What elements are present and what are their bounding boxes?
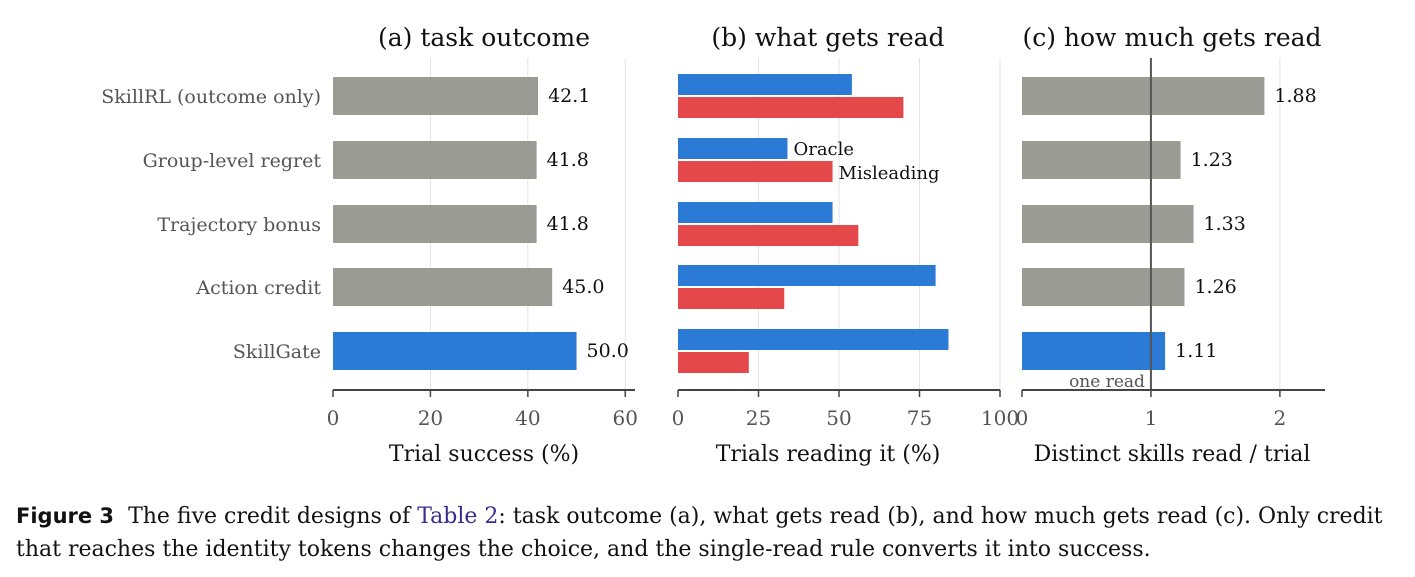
panel-0-value-label-2: 41.8 bbox=[547, 213, 589, 235]
panel-0-value-label-3: 45.0 bbox=[562, 276, 604, 298]
panel-1-tick-label-4: 100 bbox=[981, 406, 1019, 430]
legend-label-misleading: Misleading bbox=[839, 163, 940, 184]
panel-1-title: (b) what gets read bbox=[711, 23, 944, 52]
category-label-4: SkillGate bbox=[233, 341, 321, 363]
panel-0-bar-4 bbox=[333, 332, 577, 370]
panel-1-bar-oracle-3 bbox=[678, 265, 936, 286]
panel-0-x-axis-label: Trial success (%) bbox=[389, 442, 579, 467]
panel-0-tick-label-1: 20 bbox=[418, 406, 443, 430]
panel-0-tick-label-3: 60 bbox=[613, 406, 638, 430]
panel-2-bar-2 bbox=[1022, 205, 1194, 243]
panel-2-tick-label-0: 0 bbox=[1016, 406, 1029, 430]
panel-2-bar-1 bbox=[1022, 141, 1181, 179]
panel-0-value-label-1: 41.8 bbox=[547, 149, 589, 171]
panel-1-bar-misleading-3 bbox=[678, 288, 785, 309]
panel-1-bar-misleading-2 bbox=[678, 225, 859, 246]
panel-1-tick-label-0: 0 bbox=[672, 406, 685, 430]
panel-1-bar-misleading-1 bbox=[678, 161, 833, 182]
panel-0-tick-label-2: 40 bbox=[515, 406, 540, 430]
category-label-0: SkillRL (outcome only) bbox=[101, 86, 321, 108]
panel-0-bar-0 bbox=[333, 77, 539, 115]
panel-1-bar-oracle-0 bbox=[678, 74, 852, 95]
panel-1-bar-oracle-1 bbox=[678, 138, 788, 159]
panel-0-value-label-0: 42.1 bbox=[548, 85, 590, 107]
panel-1-tick-label-3: 75 bbox=[907, 406, 932, 430]
panel-2-title: (c) how much gets read bbox=[1022, 23, 1321, 52]
panel-2-bar-0 bbox=[1022, 77, 1265, 115]
category-label-1: Group-level regret bbox=[143, 150, 322, 172]
caption-text-before: The five credit designs of bbox=[128, 504, 418, 529]
panel-1-bar-misleading-0 bbox=[678, 97, 904, 118]
panel-2-bar-3 bbox=[1022, 268, 1185, 306]
legend-label-oracle: Oracle bbox=[793, 139, 854, 160]
caption-text-after: : task outcome (a), what gets read (b), … bbox=[16, 504, 1383, 562]
panel-1-x-axis-label: Trials reading it (%) bbox=[716, 442, 941, 467]
panel-2-tick-label-1: 1 bbox=[1145, 406, 1158, 430]
panel-0-bar-3 bbox=[333, 268, 553, 306]
panel-2-value-label-1: 1.23 bbox=[1191, 149, 1233, 171]
reference-line-label: one read bbox=[1069, 372, 1145, 392]
panel-2-value-label-4: 1.11 bbox=[1175, 340, 1217, 362]
panel-2-tick-label-2: 2 bbox=[1274, 406, 1287, 430]
panel-2-bar-4 bbox=[1022, 332, 1166, 370]
figure-3-chart: (a) task outcome 42.1 41.8 41.8 45.0 50.0 Skil… bbox=[101, 23, 1325, 467]
category-label-2: Trajectory bonus bbox=[157, 214, 321, 236]
panel-1-bar-misleading-4 bbox=[678, 352, 749, 373]
panel-2-x-axis-label: Distinct skills read / trial bbox=[1034, 442, 1311, 467]
category-label-3: Action credit bbox=[195, 277, 321, 299]
panel-0-title: (a) task outcome bbox=[378, 23, 590, 52]
panel-0-value-label-4: 50.0 bbox=[587, 340, 629, 362]
panel-0-bar-2 bbox=[333, 205, 537, 243]
panel-1-tick-label-1: 25 bbox=[746, 406, 771, 430]
panel-1-bar-oracle-2 bbox=[678, 202, 833, 223]
panel-1-tick-label-2: 50 bbox=[826, 406, 851, 430]
table-2-link[interactable]: Table 2 bbox=[417, 504, 499, 529]
panel-2-value-label-0: 1.88 bbox=[1274, 85, 1316, 107]
caption-label: Figure 3 bbox=[16, 504, 115, 528]
figure-caption: Figure 3 The five credit designs of Tabl… bbox=[16, 500, 1406, 566]
panel-1-bar-oracle-4 bbox=[678, 329, 949, 350]
panel-0-bar-1 bbox=[333, 141, 537, 179]
panel-2-value-label-2: 1.33 bbox=[1203, 213, 1245, 235]
panel-2-value-label-3: 1.26 bbox=[1194, 276, 1236, 298]
panel-0-tick-label-0: 0 bbox=[327, 406, 340, 430]
